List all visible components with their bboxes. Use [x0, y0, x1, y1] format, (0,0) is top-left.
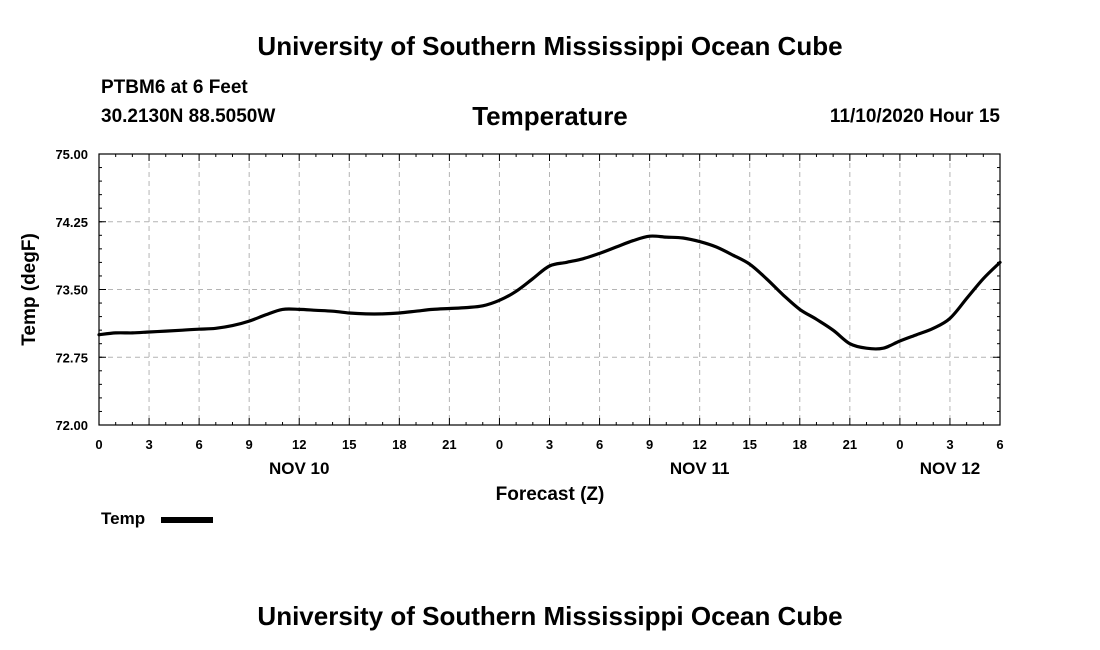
x-tick-label: 6 — [996, 437, 1003, 452]
y-tick-label: 74.25 — [55, 215, 88, 230]
y-tick-label: 75.00 — [55, 147, 88, 162]
axis-layer — [98, 153, 1001, 426]
x-axis-title: Forecast (Z) — [496, 484, 605, 505]
x-tick-label: 3 — [546, 437, 553, 452]
label-layer: 0 3 6 9 12 15 18 21 0 3 6 9 12 15 18 21 0 3 6 72.00 72.75 73.… — [19, 147, 1004, 505]
x-tick-label: 0 — [896, 437, 903, 452]
date-hour-label: 11/10/2020 Hour 15 — [829, 106, 1000, 127]
legend-line-swatch — [161, 517, 213, 523]
legend-label: Temp — [101, 509, 146, 528]
y-tick-label: 73.50 — [55, 283, 88, 298]
x-date-label: NOV 12 — [920, 459, 980, 478]
x-tick-label: 3 — [145, 437, 152, 452]
chart-title: Temperature — [472, 101, 628, 131]
x-tick-label: 6 — [596, 437, 603, 452]
x-tick-label: 0 — [496, 437, 503, 452]
x-tick-label: 21 — [442, 437, 456, 452]
x-tick-label: 21 — [843, 437, 857, 452]
y-tick-label: 72.00 — [55, 418, 88, 433]
series-layer — [97, 234, 1002, 351]
x-tick-label: 15 — [742, 437, 756, 452]
x-date-label: NOV 11 — [670, 459, 730, 478]
y-axis-title: Temp (degF) — [19, 233, 40, 346]
station-label: PTBM6 at 6 Feet — [101, 77, 248, 98]
x-tick-label: 18 — [392, 437, 406, 452]
x-tick-label: 12 — [692, 437, 706, 452]
x-tick-label: 9 — [646, 437, 653, 452]
plot-frame — [98, 153, 1001, 426]
x-tick-label: 9 — [246, 437, 253, 452]
y-tick-label: 72.75 — [55, 350, 88, 365]
grid-layer — [99, 154, 1000, 425]
x-date-label: NOV 10 — [269, 459, 329, 478]
x-tick-label: 0 — [95, 437, 102, 452]
x-tick-label: 6 — [195, 437, 202, 452]
x-tick-label: 18 — [793, 437, 807, 452]
top-title: University of Southern Mississippi Ocean… — [257, 31, 843, 61]
x-tick-label: 15 — [342, 437, 356, 452]
bottom-title: University of Southern Mississippi Ocean… — [257, 601, 843, 631]
x-tick-label: 12 — [292, 437, 306, 452]
series-line-temp — [97, 234, 1002, 351]
coordinates-label: 30.2130N 88.5050W — [101, 106, 276, 127]
x-tick-label: 3 — [946, 437, 953, 452]
